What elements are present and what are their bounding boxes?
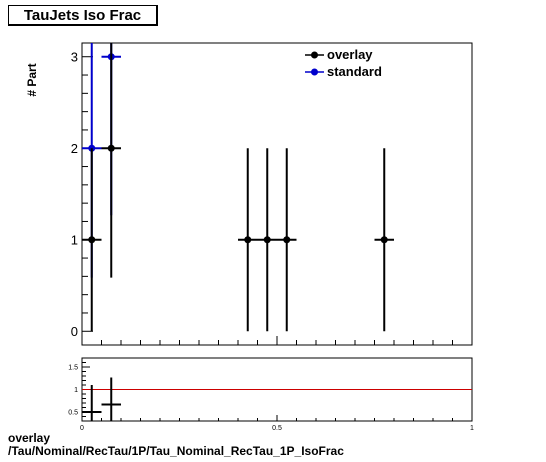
main-plot-frame — [81, 42, 473, 346]
y-tick-label: 1 — [71, 232, 78, 247]
legend: overlay standard — [305, 47, 382, 79]
footer: overlay /Tau/Nominal/RecTau/1P/Tau_Nomin… — [8, 432, 344, 458]
y-tick-label: 2 — [71, 141, 78, 156]
series-overlay — [82, 43, 394, 332]
data-point — [380, 236, 388, 244]
ratio-marks — [82, 377, 472, 421]
main-axes: 0 1 2 3 — [71, 49, 473, 345]
data-point — [107, 144, 115, 152]
y-tick-label: 3 — [71, 49, 78, 64]
legend-label-standard: standard — [327, 64, 382, 79]
y-tick-label: 1 — [74, 387, 78, 394]
x-tick-label: 0.5 — [272, 425, 282, 432]
footer-line-2: /Tau/Nominal/RecTau/1P/Tau_Nominal_RecTa… — [8, 444, 344, 458]
y-tick-label: 0.5 — [68, 409, 78, 416]
y-tick-label: 0 — [71, 324, 78, 339]
data-point — [283, 236, 291, 244]
ratio-axes: 0 0.5 1 0.5 1 1.5 — [68, 357, 474, 432]
footer-line-1: overlay — [8, 431, 51, 445]
data-point — [244, 236, 252, 244]
legend-item-overlay: overlay — [305, 47, 373, 62]
data-point — [88, 236, 96, 244]
legend-item-standard: standard — [305, 64, 382, 79]
x-tick-label: 0 — [80, 425, 84, 432]
data-point — [263, 236, 271, 244]
y-axis-label: # Part — [25, 63, 39, 96]
chart-title: TauJets Iso Frac — [8, 5, 158, 26]
series-ratio — [82, 377, 121, 421]
series-standard — [82, 43, 121, 278]
x-tick-label: 1 — [470, 425, 474, 432]
main-marks — [82, 43, 394, 332]
y-tick-label: 1.5 — [68, 364, 78, 371]
legend-label-overlay: overlay — [327, 47, 373, 62]
